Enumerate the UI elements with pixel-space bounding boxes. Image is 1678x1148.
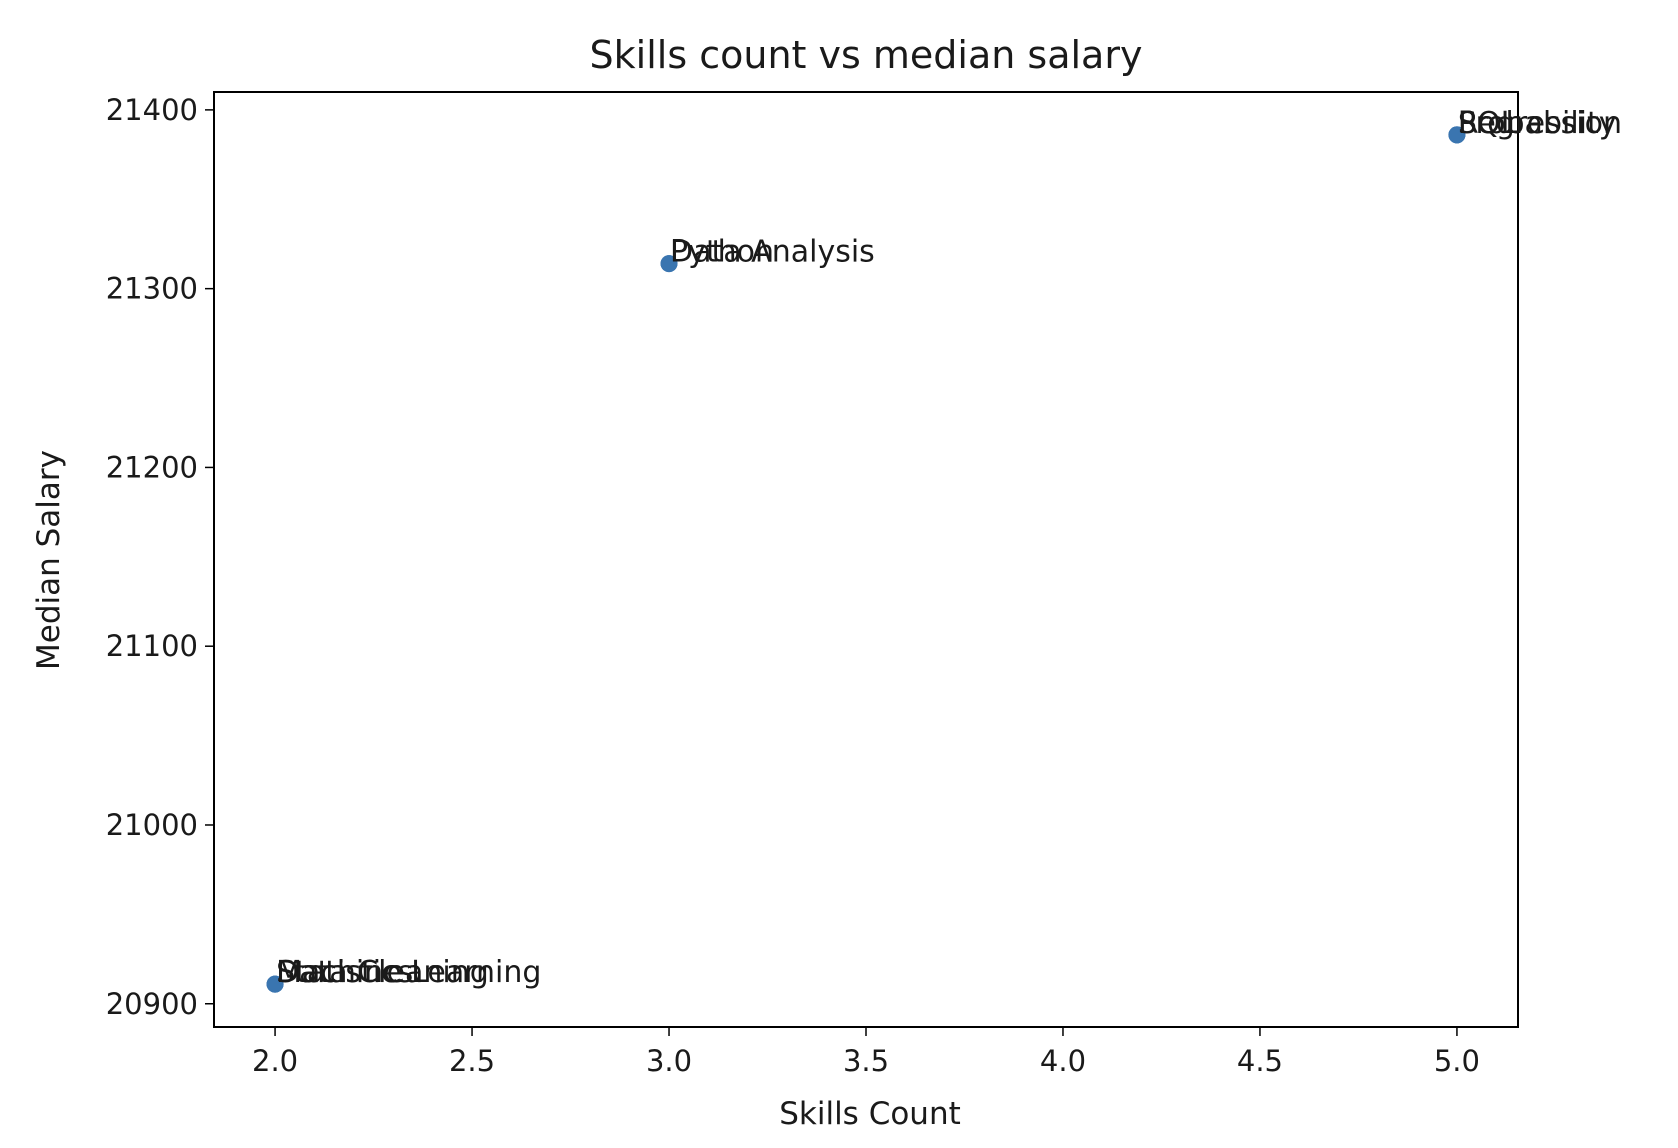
x-tick-label: 5.0 <box>1434 1044 1480 1078</box>
data-point <box>266 975 284 993</box>
y-tick-label: 21100 <box>106 629 198 663</box>
point-label: Statistics <box>276 955 413 990</box>
plot-frame <box>213 91 1519 1028</box>
point-label: SQL <box>1458 106 1518 141</box>
x-tick-label: 4.0 <box>1040 1044 1086 1078</box>
y-tick-label: 21000 <box>106 808 198 842</box>
chart-title: Skills count vs median salary <box>590 33 1143 77</box>
x-axis-label: Skills Count <box>779 1096 961 1132</box>
y-tick-label: 21300 <box>106 272 198 306</box>
data-point <box>660 255 678 273</box>
x-tick-label: 3.0 <box>646 1044 692 1078</box>
y-axis-label: Median Salary <box>31 450 67 670</box>
x-tick-label: 3.5 <box>843 1044 889 1078</box>
y-tick-label: 21400 <box>106 93 198 127</box>
y-tick-label: 21200 <box>106 450 198 484</box>
x-tick-label: 4.5 <box>1237 1044 1283 1078</box>
point-label: Regression <box>1458 106 1622 141</box>
point-label: Probability <box>1458 106 1617 141</box>
y-tick-label: 20900 <box>106 987 198 1021</box>
point-label: Machine Learning <box>276 955 541 990</box>
point-label: Data Cleaning <box>276 955 489 990</box>
x-tick-label: 2.5 <box>449 1044 495 1078</box>
point-label: Python <box>670 235 774 270</box>
data-point <box>1448 126 1466 144</box>
point-label: Data Analysis <box>670 235 875 270</box>
x-tick-label: 2.0 <box>252 1044 298 1078</box>
plot-area: 2.0 2.5 3.0 3.5 4.0 4.5 5.0 20900 21000 21100 2120… <box>106 91 1622 1078</box>
